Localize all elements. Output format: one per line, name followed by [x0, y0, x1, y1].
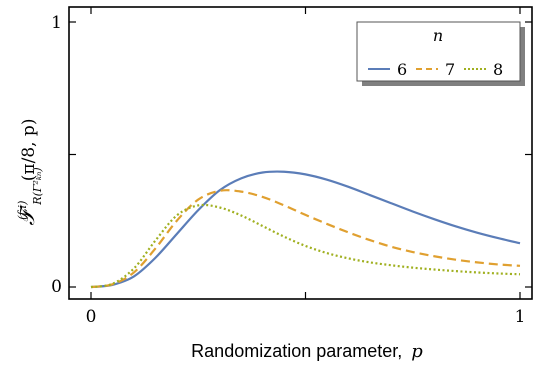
x-axis-title-var: p — [411, 341, 423, 362]
x-tick-label-0: 0 — [86, 307, 97, 327]
plot-frame — [68, 6, 533, 300]
y-axis-title: 𝒯 R(Γ²ₖₙ) (f,i) (π/8, p) — [11, 119, 46, 226]
series-line-n8 — [90, 203, 521, 289]
y-axis-title-sub: R(Γ²ₖₙ) — [31, 167, 44, 205]
legend: n 6 7 8 — [356, 21, 525, 86]
legend-title: n — [433, 26, 443, 45]
series-line-n6 — [90, 170, 521, 289]
y-tick-label-1: 1 — [51, 13, 62, 33]
series-line-n7 — [90, 189, 521, 289]
axis-ticks — [69, 7, 532, 299]
legend-label-n7: 7 — [445, 60, 455, 79]
series-layer — [90, 170, 521, 289]
legend-items: 6 7 8 — [368, 60, 503, 79]
y-tick-label-0: 0 — [51, 277, 62, 297]
y-axis-title-args: (π/8, p) — [19, 119, 39, 182]
x-axis-title-text: Randomization parameter, — [191, 341, 402, 361]
legend-label-n8: 8 — [493, 60, 503, 79]
legend-box — [356, 21, 521, 82]
x-tick-label-1: 1 — [515, 307, 526, 327]
legend-label-n6: 6 — [397, 60, 407, 79]
y-axis-title-sup: (f,i) — [16, 201, 29, 220]
x-axis-title: Randomization parameter, p — [191, 341, 423, 362]
